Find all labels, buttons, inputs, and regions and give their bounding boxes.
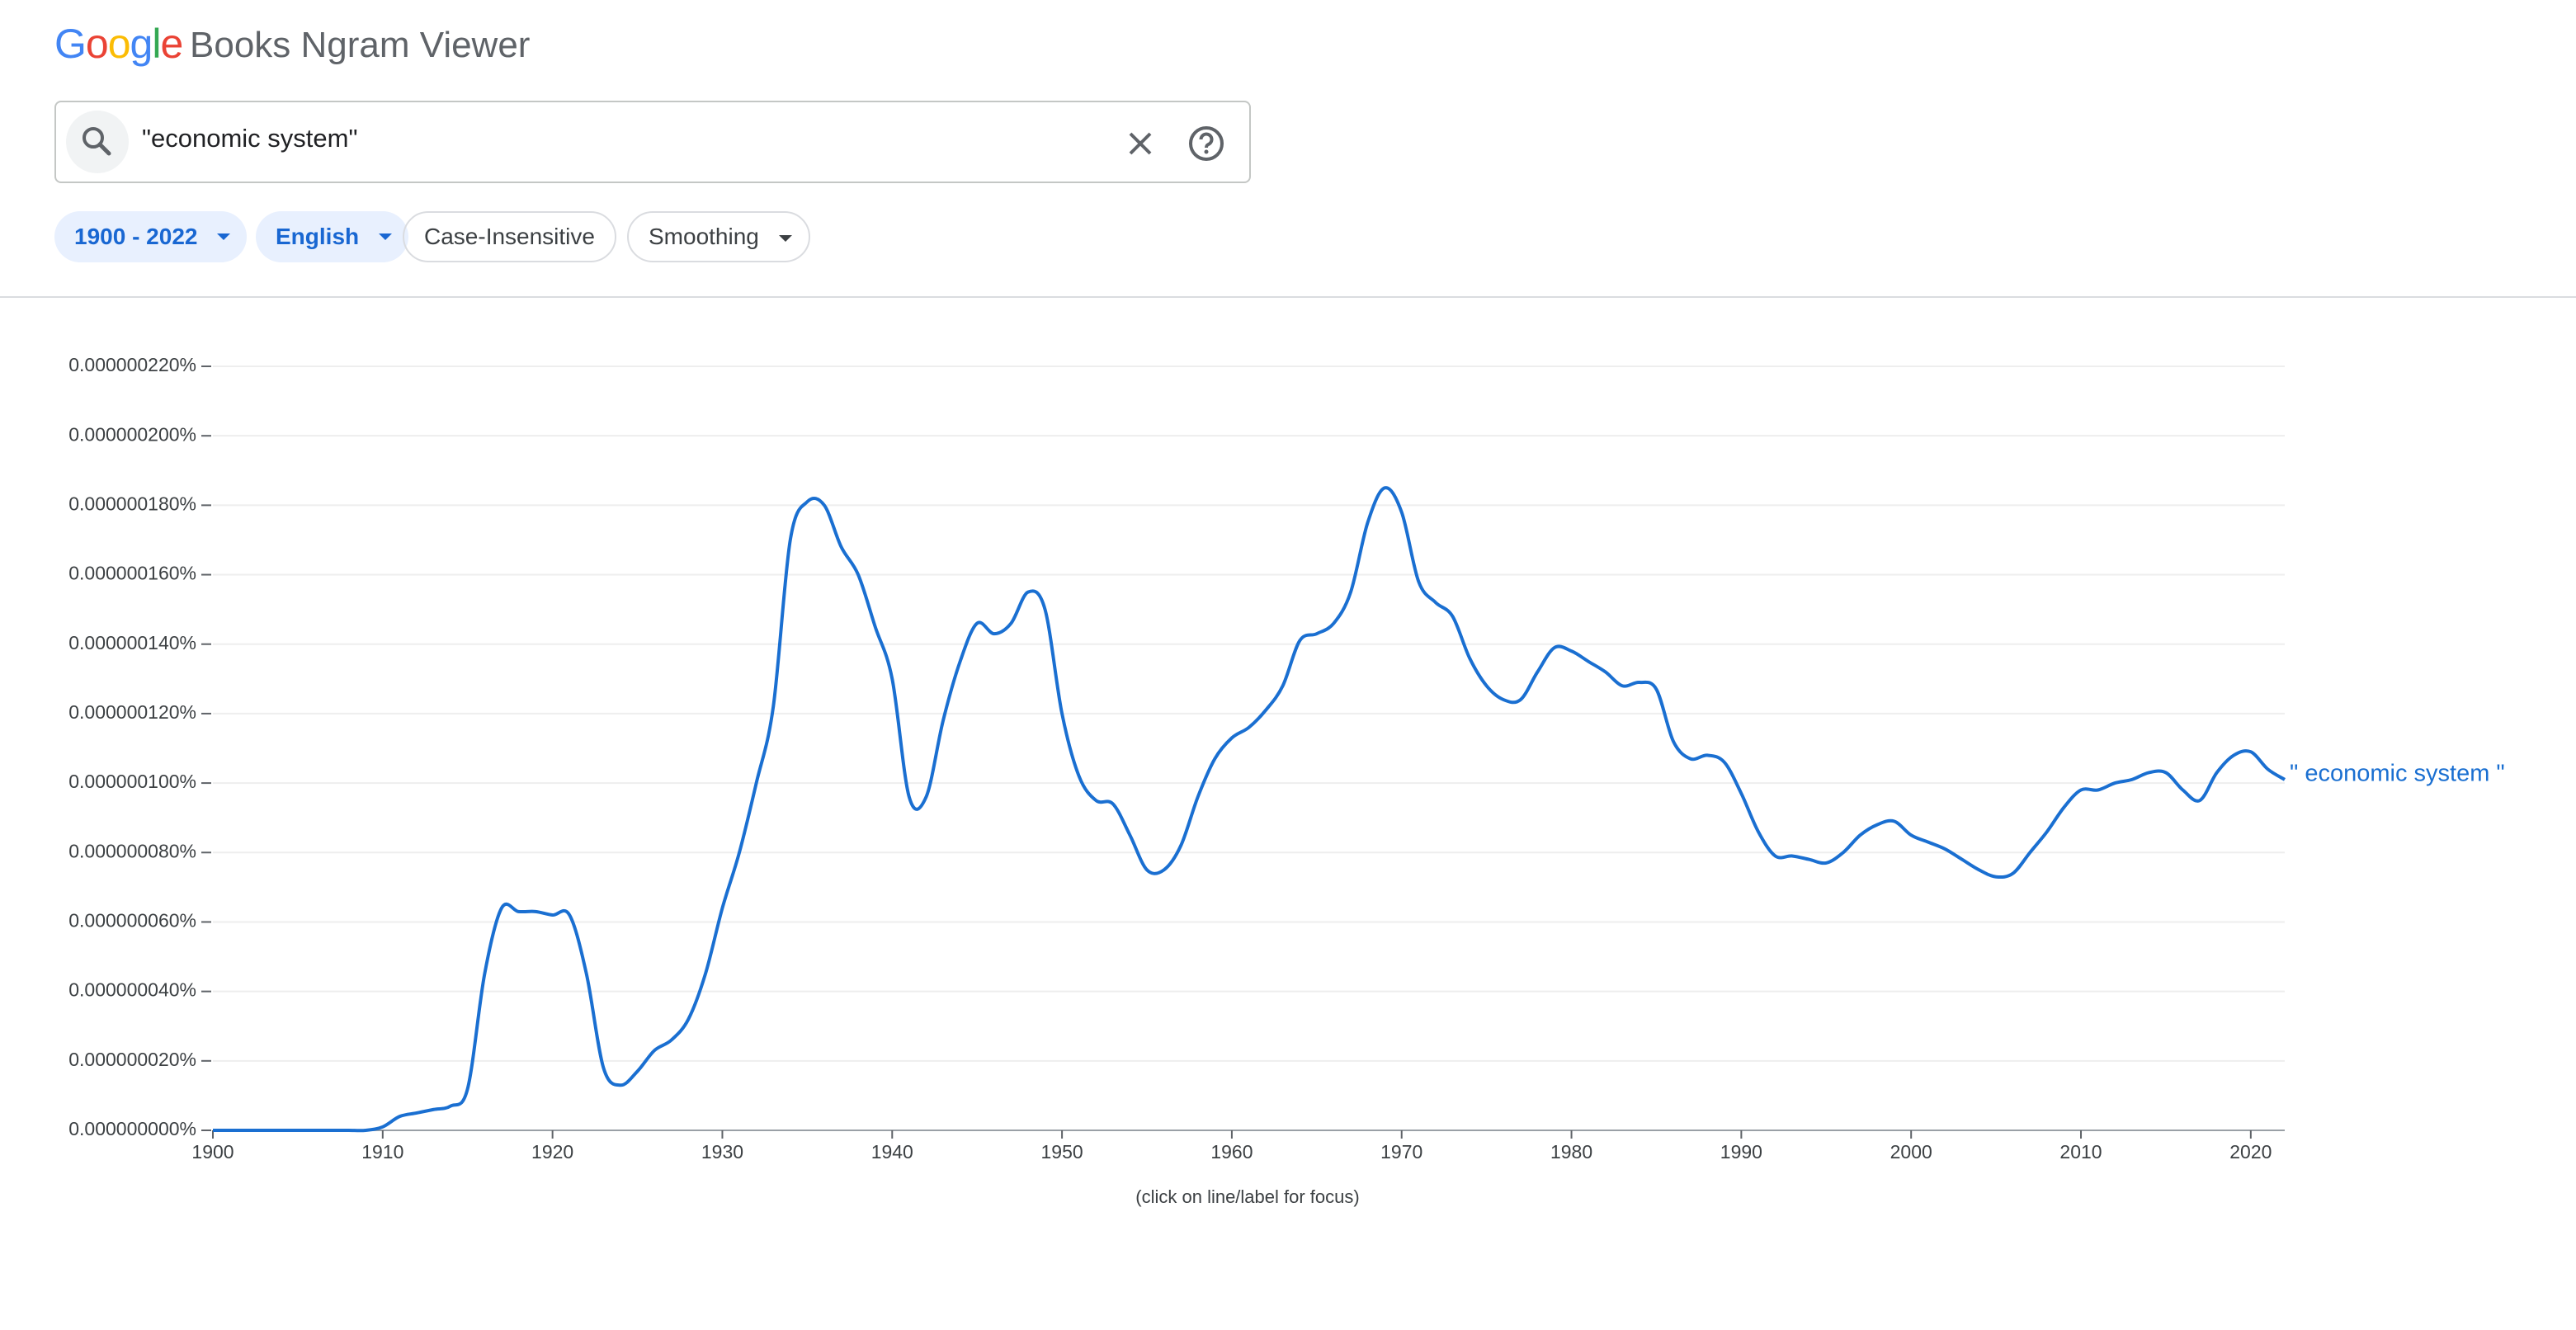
logo-letter: l bbox=[152, 21, 161, 67]
y-tick-label: 0.000000080% bbox=[68, 840, 196, 861]
y-tick-label: 0.000000060% bbox=[68, 910, 196, 931]
search-icon[interactable] bbox=[64, 109, 130, 175]
x-tick-label: 1960 bbox=[1210, 1141, 1253, 1163]
y-tick-label: 0.000000220% bbox=[68, 354, 196, 375]
y-tick-label: 0.000000100% bbox=[68, 771, 196, 792]
x-tick-label: 2000 bbox=[1890, 1141, 1932, 1163]
footer-note: (click on line/label for focus) bbox=[1135, 1186, 1359, 1207]
y-tick-label: 0.000000160% bbox=[68, 563, 196, 584]
series-label[interactable]: " economic system " bbox=[2290, 761, 2505, 787]
chip-label: Case-Insensitive bbox=[424, 224, 595, 249]
logo-letter: g bbox=[130, 21, 153, 67]
y-tick-label: 0.000000040% bbox=[68, 979, 196, 1001]
x-tick-label: 2010 bbox=[2059, 1141, 2102, 1163]
search-box[interactable] bbox=[54, 101, 1251, 183]
x-tick-label: 1970 bbox=[1380, 1141, 1422, 1163]
logo-letter: e bbox=[160, 21, 183, 67]
x-tick-label: 1910 bbox=[361, 1141, 403, 1163]
chip-label: English bbox=[276, 224, 360, 249]
search-query[interactable]: "economic system" bbox=[142, 124, 358, 153]
logo-letter: o bbox=[107, 21, 131, 67]
x-tick-label: 1920 bbox=[531, 1141, 573, 1163]
year-range-chip[interactable]: 1900 - 2022 bbox=[54, 211, 248, 262]
y-tick-label: 0.000000000% bbox=[68, 1118, 196, 1139]
help-icon[interactable] bbox=[1187, 124, 1226, 163]
chip-label: Smoothing bbox=[649, 224, 759, 249]
x-tick-label: 2020 bbox=[2229, 1141, 2272, 1163]
x-tick-label: 1980 bbox=[1550, 1141, 1592, 1163]
google-logo: Google bbox=[54, 20, 183, 68]
x-tick-label: 1990 bbox=[1720, 1141, 1762, 1163]
y-tick-label: 0.000000140% bbox=[68, 632, 196, 653]
chip-label: 1900 - 2022 bbox=[74, 224, 198, 249]
y-tick-label: 0.000000020% bbox=[68, 1049, 196, 1070]
smoothing-chip[interactable]: Smoothing bbox=[627, 211, 810, 262]
series-line[interactable] bbox=[212, 486, 2286, 1133]
separator bbox=[0, 296, 2576, 298]
corpus-chip[interactable]: English bbox=[256, 211, 409, 262]
x-tick-label: 1900 bbox=[191, 1141, 234, 1163]
y-tick-label: 0.000000180% bbox=[68, 493, 196, 514]
y-tick-label: 0.000000200% bbox=[68, 423, 196, 445]
clear-icon[interactable] bbox=[1124, 127, 1157, 160]
case-chip[interactable]: Case-Insensitive bbox=[403, 211, 616, 262]
logo-letter: G bbox=[54, 21, 87, 67]
x-tick-label: 1950 bbox=[1041, 1141, 1083, 1163]
y-tick-label: 0.000000120% bbox=[68, 701, 196, 723]
logo-letter: o bbox=[85, 21, 109, 67]
x-tick-label: 1930 bbox=[701, 1141, 743, 1163]
product-name: Books Ngram Viewer bbox=[190, 25, 531, 65]
x-tick-label: 1940 bbox=[871, 1141, 913, 1163]
